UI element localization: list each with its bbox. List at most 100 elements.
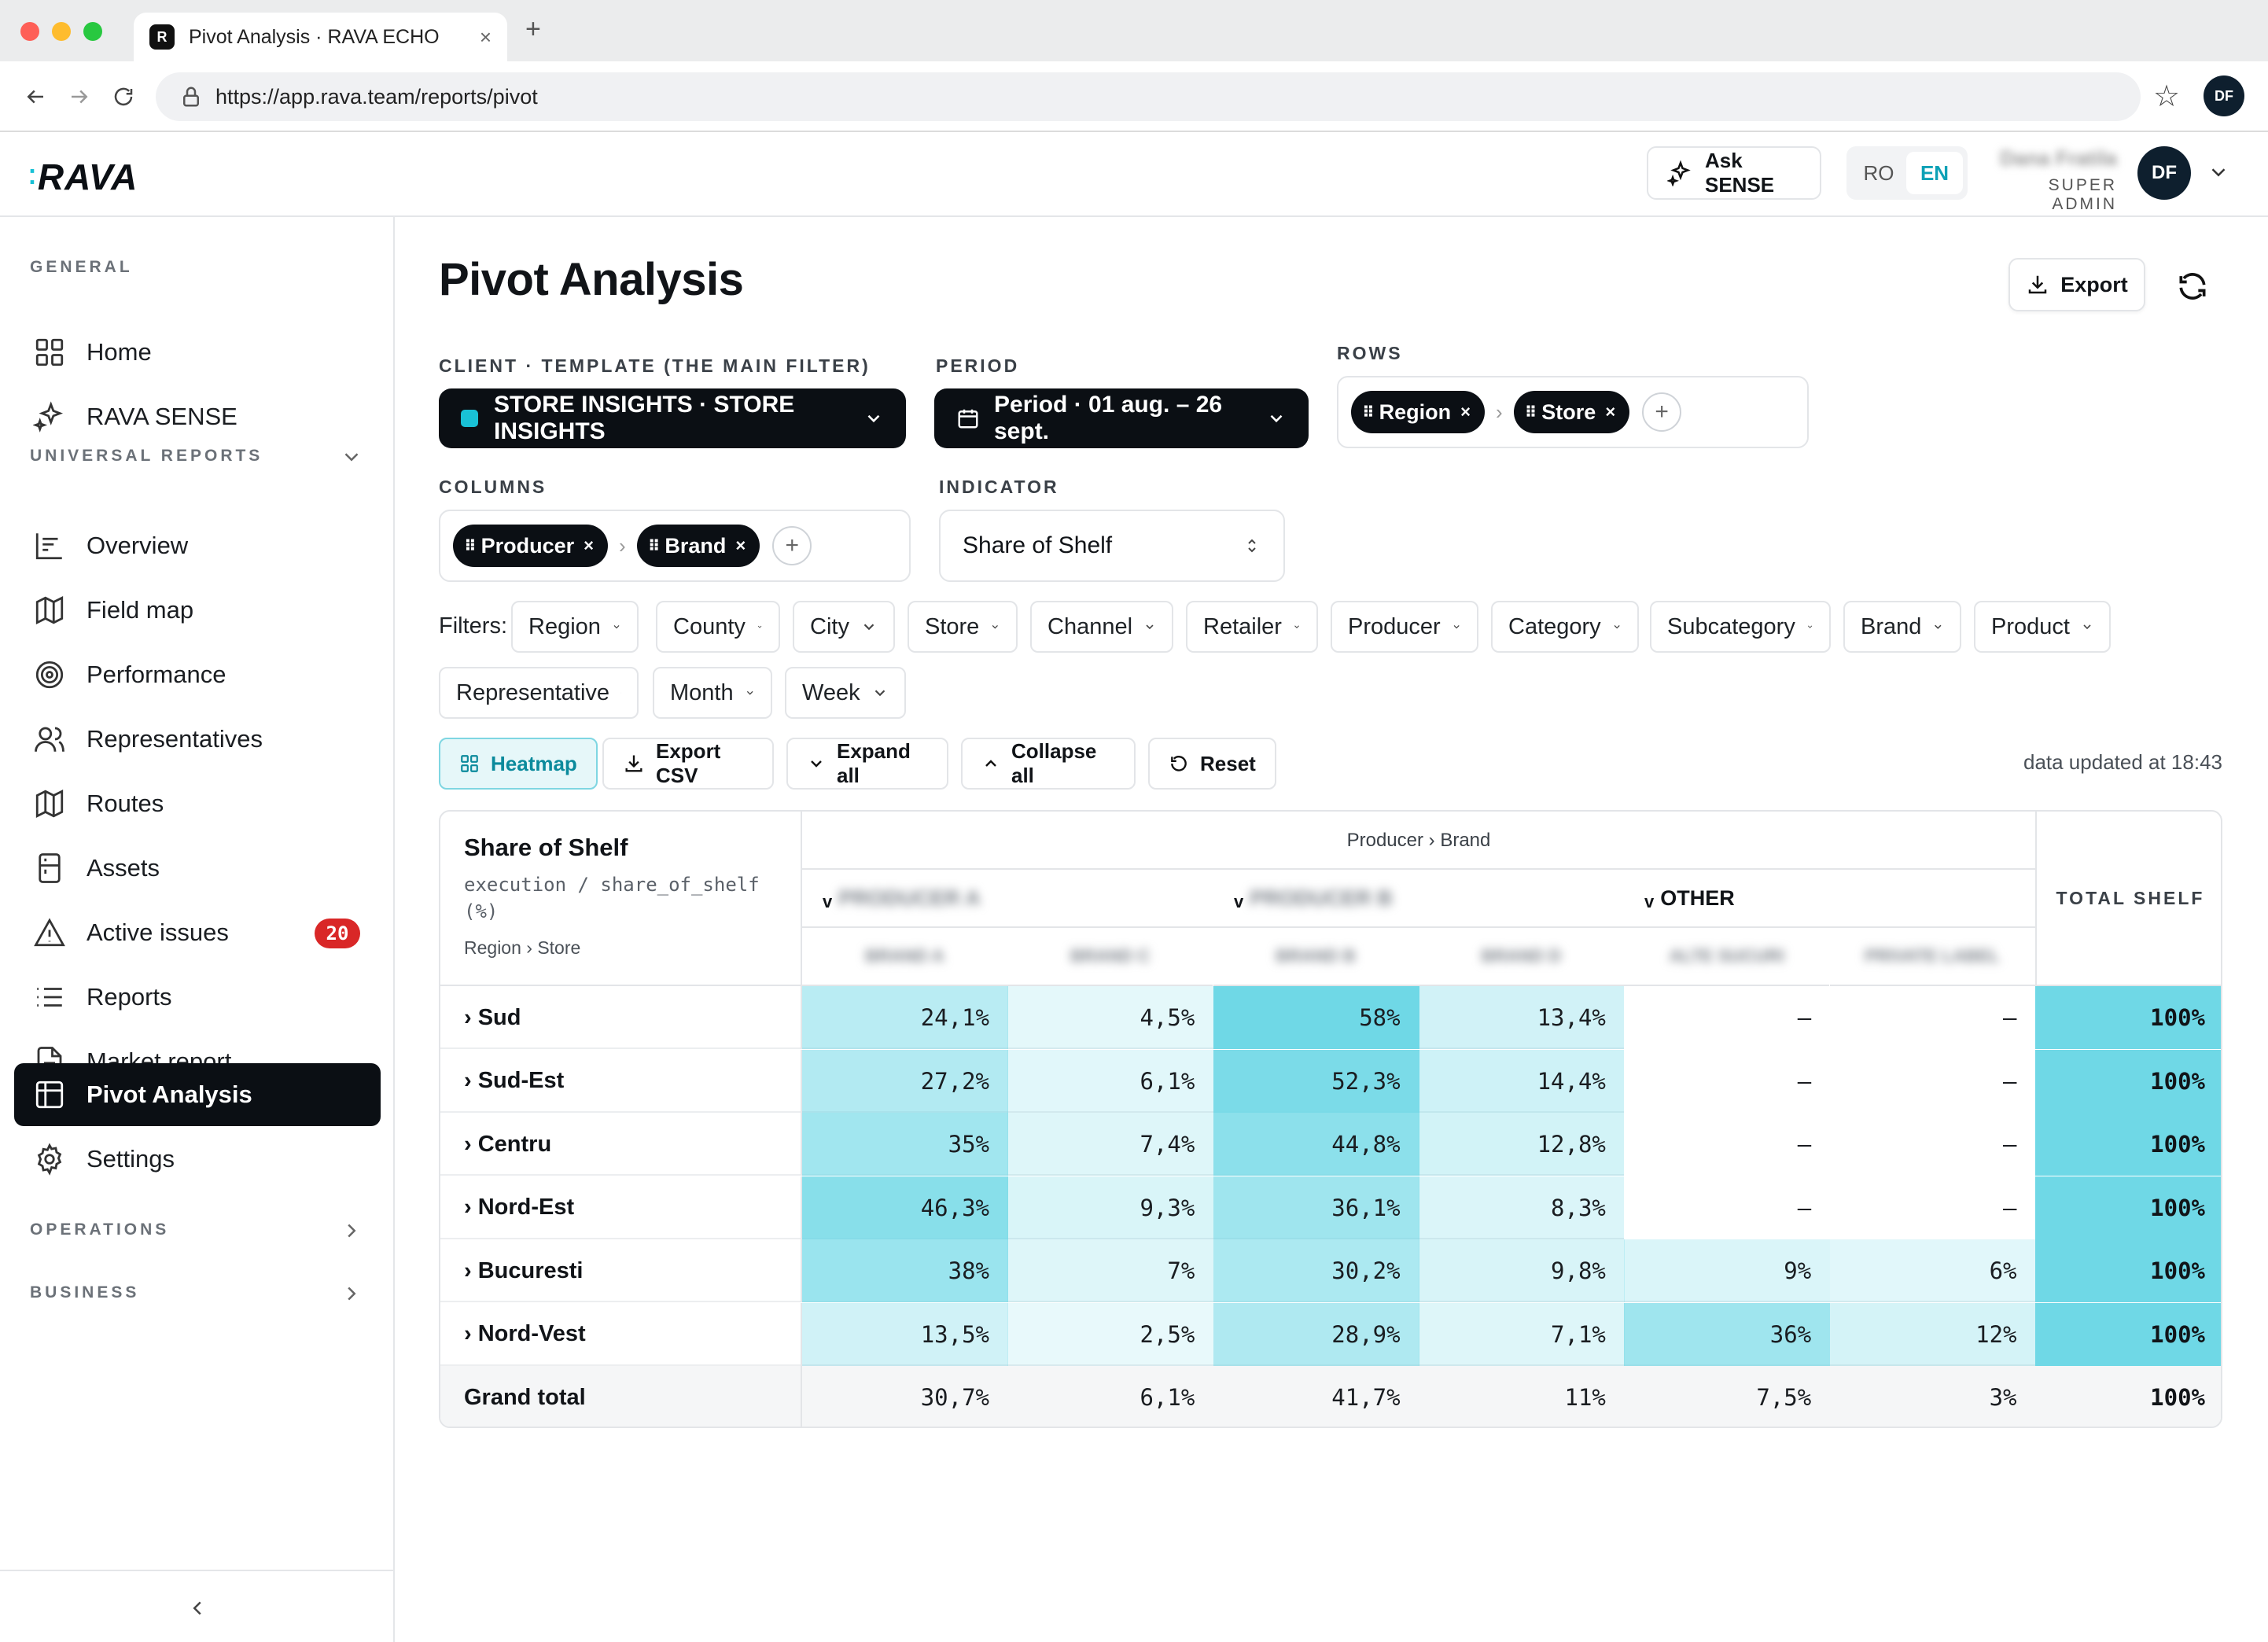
heatmap-toggle-button[interactable]: Heatmap (439, 738, 598, 790)
sidebar-item-routes[interactable]: Routes (14, 772, 381, 835)
refresh-icon[interactable] (2175, 269, 2210, 304)
rows-dropzone[interactable]: ⠿ Region × › ⠿ Store × + (1337, 376, 1809, 448)
filter-week-dropdown[interactable]: Week (785, 667, 906, 719)
ask-sense-button[interactable]: Ask SENSE (1647, 146, 1821, 200)
row-label[interactable]: › Sud (440, 986, 802, 1049)
sidebar-item-label: Home (87, 338, 152, 366)
sidebar-section-business[interactable]: BUSINESS (30, 1283, 140, 1301)
export-button[interactable]: Export (2008, 258, 2145, 311)
export-csv-button[interactable]: Export CSV (602, 738, 774, 790)
sidebar-item-representatives[interactable]: Representatives (14, 708, 381, 771)
sidebar-item-pivot-analysis[interactable]: Pivot Analysis (14, 1063, 381, 1126)
browser-tab[interactable]: R Pivot Analysis · RAVA ECHO × (134, 13, 507, 61)
filter-representative-dropdown[interactable]: Representative (439, 667, 639, 719)
window-close-button[interactable] (20, 22, 39, 41)
filter-store-dropdown[interactable]: Store (908, 601, 1018, 653)
row-chip-store[interactable]: ⠿ Store × (1513, 391, 1630, 433)
row-label[interactable]: › Nord-Est (440, 1176, 802, 1239)
reset-icon (1171, 756, 1187, 771)
sidebar-item-active-issues[interactable]: Active issues 20 (14, 901, 381, 964)
sidebar-item-assets[interactable]: Assets (14, 837, 381, 900)
sidebar-item-label: Reports (87, 983, 172, 1011)
new-tab-icon[interactable]: + (525, 14, 541, 44)
window-maximize-button[interactable] (83, 22, 102, 41)
row-label[interactable]: › Sud-Est (440, 1049, 802, 1113)
chevron-right-icon[interactable] (340, 1282, 363, 1305)
producer-header-a[interactable]: v PRODUCER A (802, 870, 1213, 928)
collapse-sidebar-icon[interactable] (186, 1596, 209, 1620)
expand-all-button[interactable]: Expand all (786, 738, 948, 790)
user-role: SUPER ADMIN (2048, 176, 2117, 213)
collapse-line2: all (1011, 764, 1034, 787)
sidebar-collapse-bar (0, 1570, 393, 1642)
map-icon (35, 789, 64, 819)
browser-profile-avatar[interactable]: DF (2204, 75, 2244, 116)
brand-name: BRAND D (1481, 946, 1562, 966)
sidebar-item-overview[interactable]: Overview (14, 514, 381, 577)
filter-region-dropdown[interactable]: Region (511, 601, 639, 653)
reload-icon[interactable] (104, 77, 143, 116)
chevron-down-icon[interactable] (340, 445, 363, 469)
add-column-button[interactable]: + (772, 526, 812, 565)
reset-button[interactable]: Reset (1148, 738, 1276, 790)
period-select[interactable]: Period · 01 aug. – 26 sept. (934, 388, 1309, 448)
remove-chip-icon[interactable]: × (584, 536, 595, 555)
filter-label: Region (528, 613, 601, 639)
filter-retailer-dropdown[interactable]: Retailer (1186, 601, 1318, 653)
remove-chip-icon[interactable]: × (1605, 402, 1616, 422)
sidebar-section-operations[interactable]: OPERATIONS (30, 1220, 170, 1239)
column-chip-brand[interactable]: ⠿ Brand × (636, 525, 760, 567)
table-cell: – (1624, 986, 1831, 1049)
sidebar-item-field-map[interactable]: Field map (14, 579, 381, 642)
sidebar-item-settings[interactable]: Settings (14, 1128, 381, 1191)
filter-channel-dropdown[interactable]: Channel (1030, 601, 1173, 653)
client-template-select[interactable]: STORE INSIGHTS · STORE INSIGHTS (439, 388, 906, 448)
forward-icon[interactable] (60, 77, 99, 116)
chevron-right-icon[interactable] (340, 1219, 363, 1243)
lang-ro-option[interactable]: RO (1863, 160, 1894, 185)
columns-dropzone[interactable]: ⠿ Producer × › ⠿ Brand × + (439, 510, 911, 582)
sidebar-item-reports[interactable]: Reports (14, 966, 381, 1029)
table-cell: 38% (802, 1239, 1008, 1302)
filter-product-dropdown[interactable]: Product (1974, 601, 2111, 653)
language-switch: RO EN (1846, 146, 1968, 200)
remove-chip-icon[interactable]: × (1460, 402, 1471, 422)
sidebar-item-rava-sense[interactable]: RAVA SENSE (14, 385, 381, 448)
lang-en-option[interactable]: EN (1906, 152, 1963, 194)
tab-close-icon[interactable]: × (479, 24, 492, 49)
filter-city-dropdown[interactable]: City (793, 601, 895, 653)
row-label[interactable]: › Nord-Vest (440, 1302, 802, 1366)
filter-subcategory-dropdown[interactable]: Subcategory (1650, 601, 1831, 653)
period-value: Period · 01 aug. – 26 sept. (994, 392, 1223, 444)
sidebar-item-performance[interactable]: Performance (14, 643, 381, 706)
fridge-icon (39, 853, 61, 883)
indicator-select[interactable]: Share of Shelf (939, 510, 1285, 582)
sidebar-section-universal-reports[interactable]: UNIVERSAL REPORTS (30, 447, 263, 465)
filter-brand-dropdown[interactable]: Brand (1843, 601, 1961, 653)
filter-month-dropdown[interactable]: Month (653, 667, 772, 719)
bookmark-star-icon[interactable]: ☆ (2153, 80, 2181, 113)
collapse-all-button[interactable]: Collapse all (961, 738, 1136, 790)
chevron-down-icon[interactable] (2207, 160, 2230, 184)
rava-logo[interactable]: ⁚ RAVA (28, 156, 138, 198)
row-label[interactable]: › Bucuresti (440, 1239, 802, 1302)
column-chip-producer[interactable]: ⠿ Producer × (453, 525, 609, 567)
filter-producer-dropdown[interactable]: Producer (1331, 601, 1478, 653)
producer-header-b[interactable]: v PRODUCER B (1213, 870, 1624, 928)
sort-chevrons-icon (1248, 539, 1256, 553)
sidebar-item-home[interactable]: Home (14, 321, 381, 384)
window-minimize-button[interactable] (52, 22, 71, 41)
address-bar[interactable]: https://app.rava.team/reports/pivot (156, 72, 2141, 121)
producer-header-other[interactable]: v OTHER (1624, 870, 2035, 928)
row-chip-region[interactable]: ⠿ Region × (1351, 391, 1485, 433)
back-icon[interactable] (16, 77, 55, 116)
filter-county-dropdown[interactable]: County (656, 601, 780, 653)
remove-chip-icon[interactable]: × (735, 536, 746, 555)
filter-label: Representative (456, 679, 610, 705)
filter-category-dropdown[interactable]: Category (1491, 601, 1639, 653)
add-row-button[interactable]: + (1642, 392, 1682, 432)
row-label[interactable]: › Centru (440, 1113, 802, 1176)
chevron-down-icon (874, 690, 885, 697)
chevron-down-icon (867, 414, 880, 423)
user-avatar[interactable]: DF (2137, 146, 2191, 200)
